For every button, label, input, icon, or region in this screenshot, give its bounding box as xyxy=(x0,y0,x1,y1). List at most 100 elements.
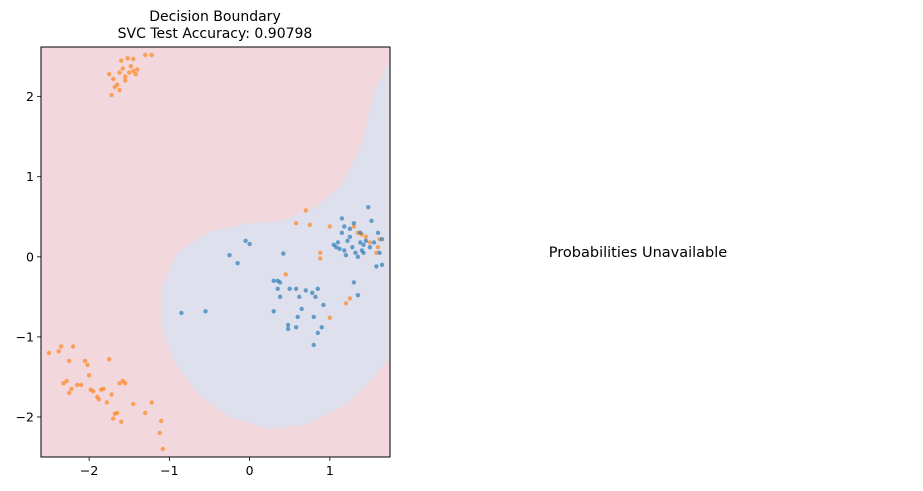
data-point xyxy=(310,290,315,295)
data-point xyxy=(125,56,130,61)
data-point xyxy=(367,240,373,245)
data-point xyxy=(109,392,114,397)
probabilities-panel: Probabilities Unavailable xyxy=(549,245,728,261)
data-point xyxy=(143,410,148,416)
data-point xyxy=(133,72,138,77)
data-point xyxy=(227,253,232,258)
data-point xyxy=(74,382,80,388)
scatter-points xyxy=(46,52,385,452)
data-point xyxy=(379,262,385,267)
data-point xyxy=(342,248,347,253)
data-point xyxy=(343,301,349,306)
data-point xyxy=(315,286,320,291)
data-point xyxy=(179,310,184,316)
plot-frame xyxy=(40,46,391,458)
data-point xyxy=(247,241,252,247)
data-point xyxy=(107,72,112,77)
data-point xyxy=(99,387,104,392)
data-point xyxy=(351,221,357,226)
data-point xyxy=(343,253,349,258)
data-point xyxy=(358,230,363,235)
data-point xyxy=(375,245,381,250)
data-point xyxy=(327,224,332,229)
data-point xyxy=(82,358,88,364)
data-point xyxy=(61,381,66,386)
data-point xyxy=(293,286,299,291)
data-point xyxy=(66,390,72,396)
chart-subtitle: SVC Test Accuracy: 0.90798 xyxy=(118,26,313,42)
data-point xyxy=(350,245,355,250)
data-point xyxy=(64,378,69,384)
data-point xyxy=(355,293,361,298)
data-point xyxy=(131,68,136,74)
data-point xyxy=(277,280,283,285)
data-point xyxy=(285,326,291,332)
data-point xyxy=(318,256,323,261)
y-tick-label: −2 xyxy=(16,409,34,424)
data-point xyxy=(56,349,61,354)
blue-region xyxy=(161,60,390,429)
x-axis: −2 −1 0 1 xyxy=(80,457,334,478)
data-point xyxy=(149,52,154,58)
data-point xyxy=(363,234,369,239)
data-point xyxy=(143,52,148,58)
y-axis: −2 −1 0 1 2 xyxy=(16,89,41,424)
data-point xyxy=(297,294,302,299)
data-point xyxy=(313,294,318,299)
data-point xyxy=(335,240,341,245)
data-point xyxy=(371,240,377,245)
data-point xyxy=(96,397,102,402)
data-point xyxy=(285,322,291,328)
data-point xyxy=(283,272,288,277)
data-point xyxy=(123,78,128,83)
data-point xyxy=(351,224,357,229)
data-point xyxy=(119,58,124,63)
data-point xyxy=(160,446,166,452)
data-point xyxy=(271,309,276,314)
data-point xyxy=(347,234,353,239)
data-point xyxy=(369,218,374,223)
data-point xyxy=(374,250,379,255)
data-point xyxy=(127,70,132,75)
data-point xyxy=(58,344,64,349)
data-point xyxy=(339,216,345,221)
data-point xyxy=(112,84,118,90)
y-tick-label: −1 xyxy=(16,329,34,344)
data-point xyxy=(339,230,345,235)
data-point xyxy=(66,358,72,364)
data-point xyxy=(307,222,312,227)
data-point xyxy=(366,205,371,210)
data-point xyxy=(311,342,316,348)
data-point xyxy=(135,67,140,72)
data-point xyxy=(377,250,382,255)
data-point xyxy=(367,245,373,250)
data-point xyxy=(271,278,276,283)
data-point xyxy=(104,400,110,405)
x-tick-label: 1 xyxy=(326,463,334,478)
data-point xyxy=(120,66,126,71)
data-point xyxy=(128,63,134,69)
data-point xyxy=(235,261,240,266)
data-point xyxy=(90,389,96,394)
data-point xyxy=(353,250,358,255)
data-point xyxy=(149,400,154,405)
data-point xyxy=(379,237,385,242)
data-point xyxy=(281,251,286,256)
y-tick-label: 1 xyxy=(26,169,34,184)
data-point xyxy=(157,430,162,436)
data-point xyxy=(203,309,208,314)
data-point xyxy=(287,286,292,291)
data-point xyxy=(277,294,283,299)
data-point xyxy=(111,76,116,82)
data-point xyxy=(123,381,128,386)
data-point xyxy=(117,70,122,75)
decision-boundary-chart: Decision Boundary SVC Test Accuracy: 0.9… xyxy=(16,9,391,478)
data-point xyxy=(115,410,120,416)
data-point xyxy=(361,250,366,255)
data-point xyxy=(334,245,339,250)
data-point xyxy=(69,386,74,392)
data-point xyxy=(327,315,332,320)
data-point xyxy=(347,226,353,231)
data-point xyxy=(303,208,308,213)
